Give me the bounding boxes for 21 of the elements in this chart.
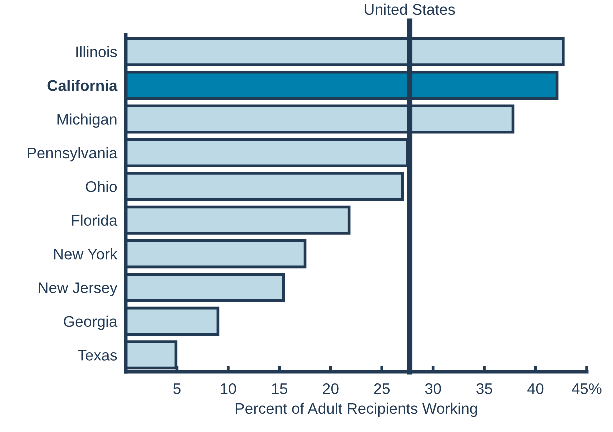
y-tick-label: Florida: [72, 214, 118, 226]
x-tick-label: 20: [323, 384, 339, 394]
y-tick-label: Pennsylvania: [28, 147, 118, 162]
x-tick-label: 25: [374, 384, 390, 394]
x-axis-title: Percent of Adult Recipients Working: [236, 402, 478, 418]
y-tick-label: Michigan: [58, 114, 117, 128]
y-tick-label: Illinois: [76, 46, 118, 58]
x-tick-label: 30: [425, 384, 442, 394]
x-tick-label: 45%: [572, 384, 602, 394]
y-tick-label: New Jersey: [39, 282, 118, 296]
y-tick-label: California: [48, 80, 118, 92]
x-tick-label: 5: [174, 384, 181, 394]
ref-line-label: United States: [365, 4, 456, 16]
y-tick-label: Texas: [78, 350, 118, 361]
y-tick-label: Ohio: [86, 181, 118, 192]
x-tick-label: 35: [476, 384, 492, 394]
x-tick-label: 40: [528, 384, 544, 394]
x-tick-label: 10: [221, 384, 236, 394]
y-tick-label: New York: [54, 248, 118, 260]
y-tick-label: Georgia: [64, 316, 118, 330]
x-tick-label: 15: [272, 384, 288, 394]
